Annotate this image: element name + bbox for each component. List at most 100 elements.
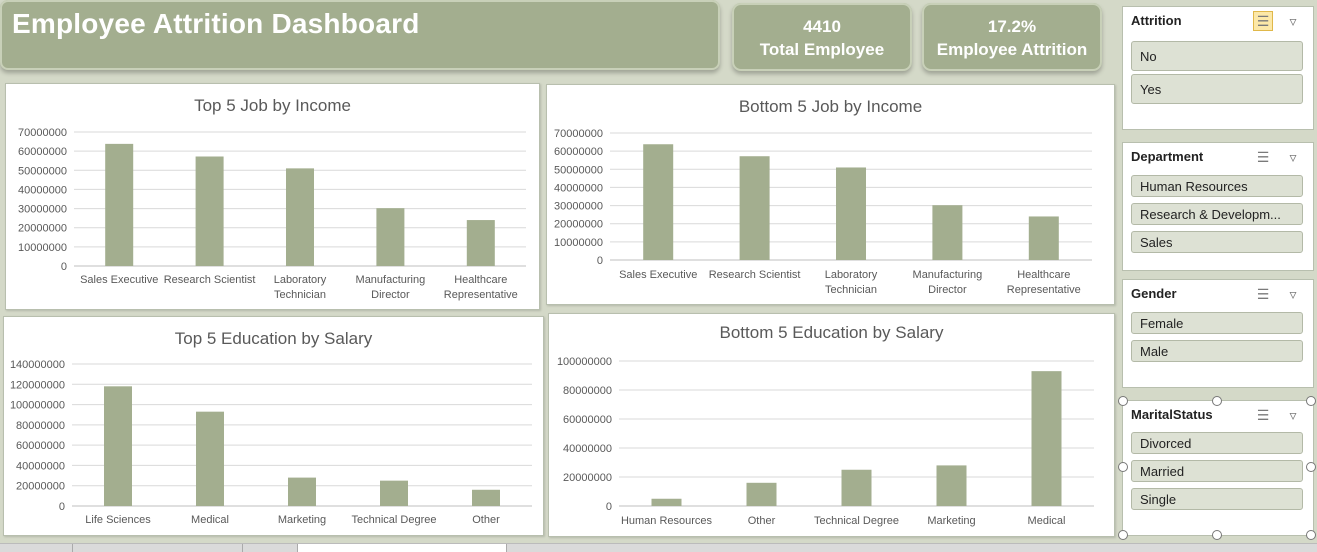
slicer-department[interactable]: Department ☰ ▿ Human Resources Research … — [1122, 142, 1314, 271]
chart-title: Bottom 5 Education by Salary — [719, 323, 944, 342]
resize-handle[interactable] — [1212, 530, 1222, 540]
x-tick-label: Representative — [444, 289, 518, 301]
y-tick-label: 40000000 — [563, 443, 612, 455]
multi-select-icon[interactable]: ☰ — [1256, 407, 1270, 423]
x-tick-label: Research Scientist — [709, 269, 801, 281]
slicer-item-yes[interactable]: Yes — [1131, 74, 1303, 104]
y-tick-label: 40000000 — [16, 460, 65, 472]
kpi-total-employee[interactable]: 4410 Total Employee — [732, 3, 912, 71]
bar[interactable] — [936, 465, 967, 506]
y-tick-label: 140000000 — [10, 359, 65, 371]
bar[interactable] — [836, 167, 866, 260]
chart-title: Top 5 Job by Income — [194, 96, 351, 115]
kpi-employee-attrition[interactable]: 17.2% Employee Attrition — [922, 3, 1102, 71]
chart-title: Top 5 Education by Salary — [174, 329, 373, 348]
resize-handle[interactable] — [1212, 396, 1222, 406]
slicer-item-sales[interactable]: Sales — [1131, 231, 1303, 253]
bar[interactable] — [286, 168, 314, 266]
slicer-item-research-development[interactable]: Research & Developm... — [1131, 203, 1303, 225]
kpi-total-employee-value: 4410 — [803, 17, 841, 36]
bar[interactable] — [288, 477, 316, 506]
bar[interactable] — [472, 489, 500, 506]
y-tick-label: 60000000 — [18, 146, 67, 158]
x-tick-label: Manufacturing — [913, 269, 983, 281]
slicer-gender[interactable]: Gender ☰ ▿ Female Male — [1122, 279, 1314, 388]
bar[interactable] — [380, 480, 408, 506]
bar[interactable] — [1031, 371, 1062, 506]
slicer-title: Department — [1131, 149, 1204, 164]
bar[interactable] — [105, 143, 134, 266]
sheet-tab[interactable] — [0, 544, 73, 552]
slicer-item-divorced[interactable]: Divorced — [1131, 432, 1303, 454]
slicer-title: Gender — [1131, 286, 1177, 301]
slicer-attrition[interactable]: Attrition ☰ ▿ No Yes — [1122, 6, 1314, 130]
clear-filter-icon[interactable]: ▿ — [1289, 149, 1297, 165]
bar[interactable] — [104, 386, 132, 506]
resize-handle[interactable] — [1306, 530, 1316, 540]
chart-top5-job-income[interactable]: Top 5 Job by Income 70000000 60000000 5000… — [5, 83, 540, 310]
slicer-title: MaritalStatus — [1131, 407, 1213, 422]
bar[interactable] — [746, 482, 777, 506]
resize-handle[interactable] — [1306, 396, 1316, 406]
chart-bottom5-education-salary[interactable]: Bottom 5 Education by Salary 100000000 80… — [548, 313, 1115, 537]
y-tick-label: 20000000 — [563, 472, 612, 484]
x-tick-label: Sales Executive — [619, 269, 697, 281]
bar[interactable] — [739, 156, 770, 260]
x-tick-label: Research Scientist — [164, 274, 256, 286]
multi-select-icon[interactable]: ☰ — [1256, 286, 1270, 302]
x-tick-label: Sales Executive — [80, 274, 158, 286]
bar[interactable] — [196, 411, 224, 506]
x-tick-label: Human Resources — [621, 515, 713, 527]
chart-bottom5-job-income[interactable]: Bottom 5 Job by Income 70000000 60000000 5… — [546, 84, 1115, 305]
y-tick-label: 70000000 — [554, 128, 603, 140]
bar[interactable] — [643, 144, 674, 260]
slicer-item-female[interactable]: Female — [1131, 312, 1303, 334]
resize-handle[interactable] — [1118, 530, 1128, 540]
multi-select-icon[interactable]: ☰ — [1253, 11, 1273, 31]
slicer-item-male[interactable]: Male — [1131, 340, 1303, 362]
x-tick-label: Laboratory — [274, 274, 327, 286]
bar[interactable] — [841, 469, 872, 506]
dashboard-title-banner: Employee Attrition Dashboard — [0, 0, 720, 70]
multi-select-icon[interactable]: ☰ — [1256, 149, 1270, 165]
slicer-item-single[interactable]: Single — [1131, 488, 1303, 510]
bar[interactable] — [376, 208, 405, 266]
slicer-title: Attrition — [1131, 13, 1182, 28]
bar[interactable] — [195, 156, 224, 266]
bar[interactable] — [651, 498, 682, 506]
y-tick-label: 80000000 — [563, 385, 612, 397]
clear-filter-icon[interactable]: ▿ — [1289, 13, 1297, 29]
x-tick-label: Laboratory — [825, 269, 878, 281]
y-tick-label: 40000000 — [18, 184, 67, 196]
x-tick-label: Manufacturing — [356, 274, 426, 286]
bar[interactable] — [466, 220, 495, 266]
kpi-employee-attrition-value: 17.2% — [987, 17, 1037, 36]
x-tick-label: Other — [748, 515, 776, 527]
x-tick-label: Technical Degree — [352, 514, 437, 526]
slicer-item-human-resources[interactable]: Human Resources — [1131, 175, 1303, 197]
y-tick-label: 0 — [597, 255, 603, 267]
bar[interactable] — [932, 205, 963, 260]
y-tick-label: 30000000 — [18, 204, 67, 216]
slicer-item-married[interactable]: Married — [1131, 460, 1303, 482]
resize-handle[interactable] — [1118, 396, 1128, 406]
bar[interactable] — [1028, 216, 1059, 260]
clear-filter-icon[interactable]: ▿ — [1289, 286, 1297, 302]
y-tick-label: 0 — [61, 261, 67, 273]
sheet-tab[interactable] — [72, 544, 243, 552]
x-tick-label: Technician — [825, 284, 877, 296]
x-tick-label: Technician — [274, 289, 326, 301]
resize-handle[interactable] — [1306, 462, 1316, 472]
sheet-tab[interactable] — [242, 544, 298, 552]
clear-filter-icon[interactable]: ▿ — [1289, 407, 1297, 423]
chart-plot: 100000000 80000000 60000000 40000000 2000000… — [557, 356, 1094, 527]
sheet-tab-active[interactable] — [298, 544, 507, 552]
chart-top5-education-salary[interactable]: Top 5 Education by Salary 140000000 12000… — [3, 316, 544, 536]
y-tick-label: 0 — [59, 501, 65, 513]
resize-handle[interactable] — [1118, 462, 1128, 472]
slicer-marital-status[interactable]: MaritalStatus ☰ ▿ Divorced Married Singl… — [1122, 400, 1314, 536]
slicer-item-no[interactable]: No — [1131, 41, 1303, 71]
x-tick-label: Medical — [191, 514, 229, 526]
y-tick-label: 0 — [606, 501, 612, 513]
x-tick-label: Representative — [1007, 284, 1081, 296]
